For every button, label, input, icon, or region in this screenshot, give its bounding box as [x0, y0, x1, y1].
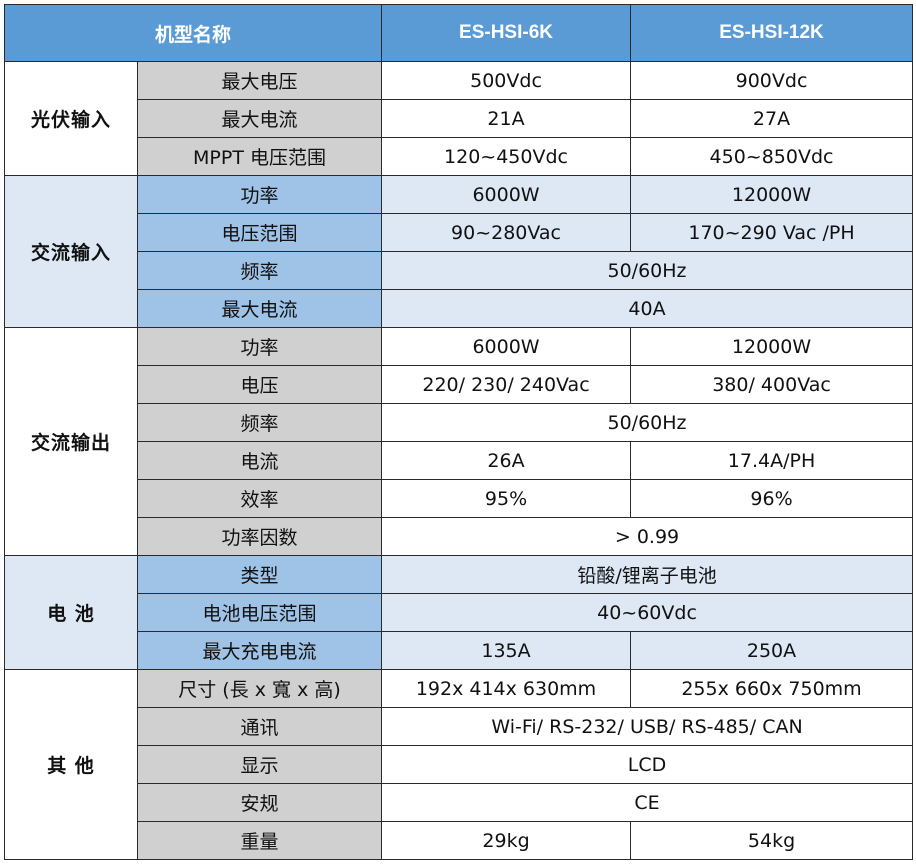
row-label: 最大充电电流	[136, 631, 383, 670]
value-model-1: 90~280Vac	[381, 213, 632, 252]
row-label: 安规	[136, 783, 383, 822]
value-model-2: 450~850Vdc	[630, 137, 914, 176]
header-row: 机型名称 ES-HSI-6K ES-HSI-12K	[3, 4, 914, 62]
value-shared: > 0.99	[381, 517, 914, 556]
table-row: 最大充电电流 135A 250A	[5, 631, 914, 670]
value-model-1: 26A	[381, 441, 632, 480]
value-shared: CE	[381, 783, 914, 822]
header-model-label: 机型名称	[3, 4, 383, 62]
row-label: 重量	[136, 821, 383, 860]
table-row: 频率 50/60Hz	[5, 251, 914, 290]
table-row: 通讯 Wi-Fi/ RS-232/ USB/ RS-485/ CAN	[5, 707, 914, 746]
table-row: 交流输出 功率 6000W 12000W	[4, 327, 914, 556]
row-label: 功率	[136, 327, 383, 366]
section-ac-input-title: 交流输入	[4, 175, 138, 328]
value-model-1: 95%	[381, 479, 632, 518]
value-shared: 50/60Hz	[381, 251, 914, 290]
section-ac-output-title: 交流输出	[4, 327, 138, 556]
table-row: 电压范围 90~280Vac 170~290 Vac /PH	[5, 213, 914, 252]
value-model-1: 500Vdc	[381, 61, 632, 100]
value-model-1: 220/ 230/ 240Vac	[381, 365, 632, 404]
section-other-title: 其 他	[4, 669, 138, 860]
value-model-1: 6000W	[381, 175, 632, 214]
table-row: 频率 50/60Hz	[5, 403, 914, 442]
row-label: 功率因数	[136, 517, 383, 556]
table-row: 显示 LCD	[5, 745, 914, 784]
table-row: 最大电流 40A	[5, 289, 914, 328]
row-label: 最大电压	[136, 61, 383, 100]
row-label: 最大电流	[136, 99, 383, 138]
header-model-1: ES-HSI-6K	[381, 4, 632, 62]
value-shared: 50/60Hz	[381, 403, 914, 442]
value-model-2: 54kg	[630, 821, 914, 860]
value-model-2: 250A	[630, 631, 914, 670]
value-model-2: 12000W	[630, 175, 914, 214]
row-label: 尺寸 (長 x 寬 x 高)	[136, 669, 383, 708]
table-row: 功率因数 > 0.99	[5, 517, 914, 556]
value-model-2: 96%	[630, 479, 914, 518]
table-row: 交流输入 功率 6000W 12000W	[4, 175, 914, 328]
value-model-2: 380/ 400Vac	[630, 365, 914, 404]
table-row: 其 他 尺寸 (長 x 寬 x 高) 192x 414x 630mm 255x …	[4, 669, 914, 860]
table-row: 电池电压范围 40~60Vdc	[5, 593, 914, 632]
value-model-1: 135A	[381, 631, 632, 670]
spec-table: 机型名称 ES-HSI-6K ES-HSI-12K 光伏输入 最大电压 500V…	[3, 4, 914, 860]
value-model-2: 17.4A/PH	[630, 441, 914, 480]
table-row: 安规 CE	[5, 783, 914, 822]
table-row: 电 池 类型 铅酸/锂离子电池	[4, 555, 914, 670]
value-shared: LCD	[381, 745, 914, 784]
value-model-2: 170~290 Vac /PH	[630, 213, 914, 252]
row-label: 类型	[136, 555, 383, 594]
value-model-2: 27A	[630, 99, 914, 138]
value-model-1: 6000W	[381, 327, 632, 366]
section-pv-input-title: 光伏输入	[4, 61, 138, 176]
table-row: 光伏输入 最大电压 500Vdc 900Vdc	[4, 61, 914, 176]
row-label: MPPT 电压范围	[136, 137, 383, 176]
table-row: MPPT 电压范围 120~450Vdc 450~850Vdc	[5, 137, 914, 176]
value-model-1: 192x 414x 630mm	[381, 669, 632, 708]
value-model-1: 120~450Vdc	[381, 137, 632, 176]
row-label: 电池电压范围	[136, 593, 383, 632]
value-shared: 40A	[381, 289, 914, 328]
table-row: 电压 220/ 230/ 240Vac 380/ 400Vac	[5, 365, 914, 404]
row-label: 效率	[136, 479, 383, 518]
row-label: 电压范围	[136, 213, 383, 252]
table-row: 效率 95% 96%	[5, 479, 914, 518]
row-label: 最大电流	[136, 289, 383, 328]
row-label: 电压	[136, 365, 383, 404]
row-label: 电流	[136, 441, 383, 480]
value-model-1: 21A	[381, 99, 632, 138]
value-model-1: 29kg	[381, 821, 632, 860]
table-row: 重量 29kg 54kg	[5, 821, 914, 860]
value-model-2: 900Vdc	[630, 61, 914, 100]
row-label: 功率	[136, 175, 383, 214]
row-label: 通讯	[136, 707, 383, 746]
value-model-2: 255x 660x 750mm	[630, 669, 914, 708]
row-label: 频率	[136, 251, 383, 290]
value-model-2: 12000W	[630, 327, 914, 366]
section-battery-title: 电 池	[4, 555, 138, 670]
row-label: 频率	[136, 403, 383, 442]
value-shared: 40~60Vdc	[381, 593, 914, 632]
value-shared: 铅酸/锂离子电池	[381, 555, 914, 594]
table-row: 电流 26A 17.4A/PH	[5, 441, 914, 480]
header-model-2: ES-HSI-12K	[630, 4, 914, 62]
row-label: 显示	[136, 745, 383, 784]
table-row: 最大电流 21A 27A	[5, 99, 914, 138]
value-shared: Wi-Fi/ RS-232/ USB/ RS-485/ CAN	[381, 707, 914, 746]
